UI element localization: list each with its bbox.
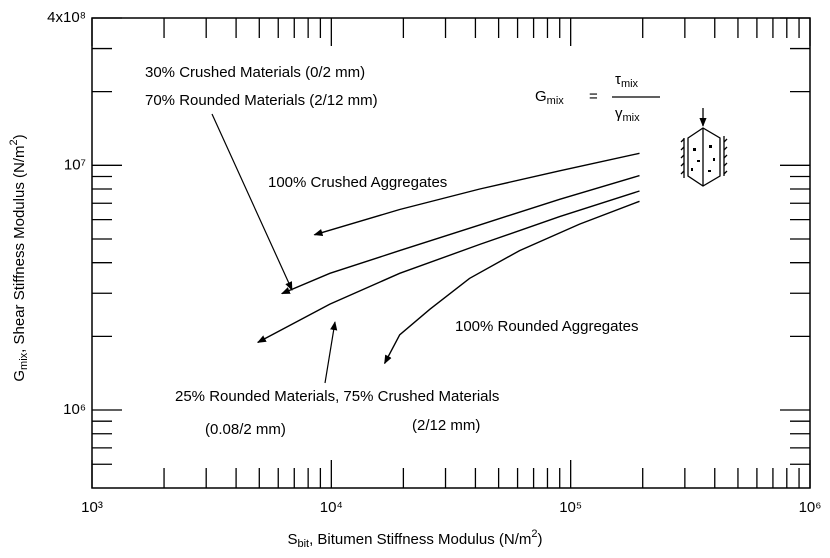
annotation: 100% Rounded Aggregates [455, 318, 638, 335]
x-tick-label: 10³ [81, 499, 103, 516]
annotation: 25% Rounded Materials, 75% Crushed Mater… [175, 388, 499, 405]
y-tick-label: 10⁶ [63, 401, 86, 418]
x-tick-label: 10⁶ [799, 499, 822, 516]
annotation-arrow [324, 321, 338, 384]
y-axis-label: Gmix, Shear Stiffness Modulus (N/m2) [8, 134, 30, 381]
annotation: (0.08/2 mm) [205, 421, 286, 438]
annotation: (2/12 mm) [412, 417, 480, 434]
x-tick-label: 10⁵ [559, 499, 582, 516]
formula: τmix [615, 71, 639, 90]
formula: γmix [615, 105, 640, 124]
curve [383, 200, 640, 365]
curve [257, 190, 640, 344]
x-tick-label: 10⁴ [320, 499, 343, 516]
formula: Gmix [535, 88, 564, 107]
annotation: 100% Crushed Aggregates [268, 174, 447, 191]
x-axis-label: Sbit, Bitumen Stiffness Modulus (N/m2) [287, 528, 542, 550]
y-tick-label: 10⁷ [64, 156, 86, 173]
curve [280, 174, 640, 295]
shear-icon [680, 108, 728, 187]
annotation: 70% Rounded Materials (2/12 mm) [145, 92, 378, 109]
formula: = [589, 88, 598, 105]
annotation-arrow [211, 113, 293, 291]
y-tick-label: 4x10⁸ [47, 9, 86, 26]
annotation: 30% Crushed Materials (0/2 mm) [145, 64, 365, 81]
curve [313, 152, 640, 236]
plot-frame [91, 17, 811, 489]
